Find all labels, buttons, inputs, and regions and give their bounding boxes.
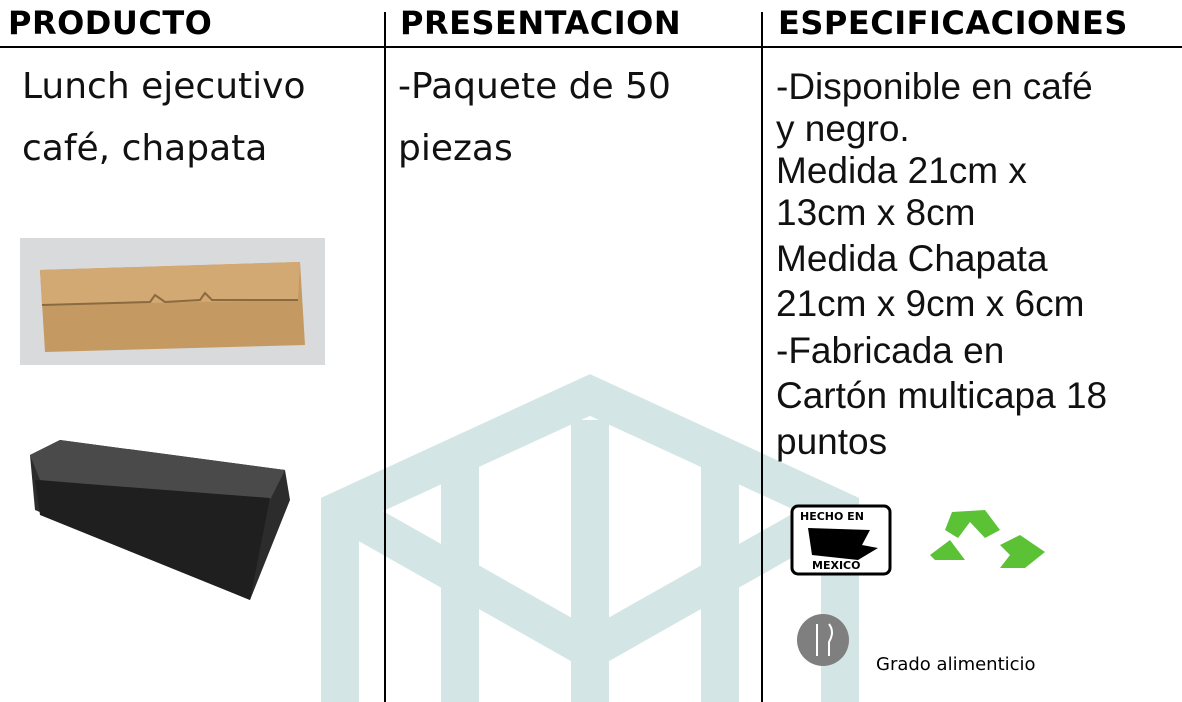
presentation-text: piezas — [398, 128, 513, 169]
column-header: ESPECIFICACIONES — [778, 4, 1128, 42]
spec-line: Cartón multicapa 18 — [776, 375, 1108, 416]
food-grade-icon — [797, 614, 849, 666]
black-box-photo — [30, 440, 290, 600]
spec-line: -Disponible en café — [776, 66, 1093, 107]
product-name: Lunch ejecutivo — [22, 66, 306, 107]
spec-line: 13cm x 8cm — [776, 192, 976, 233]
spec-line: y negro. — [776, 108, 910, 149]
spec-line: -Fabricada en — [776, 330, 1005, 371]
column-header: PRESENTACION — [400, 4, 682, 42]
kraft-box-photo — [20, 238, 325, 365]
column-header: PRODUCTO — [8, 4, 213, 42]
product-name: café, chapata — [22, 128, 268, 169]
spec-line: Medida Chapata — [776, 238, 1048, 279]
spec-line: Medida 21cm x — [776, 150, 1027, 191]
watermark — [321, 374, 859, 702]
made-in-mexico-logo — [790, 504, 892, 576]
spec-line: puntos — [776, 421, 888, 462]
logo-text: MEXICO — [812, 559, 861, 572]
presentation-text: -Paquete de 50 — [398, 66, 671, 107]
spec-line: 21cm x 9cm x 6cm — [776, 283, 1085, 324]
recycle-icon — [930, 510, 1045, 568]
logo-text: HECHO EN — [800, 510, 864, 523]
food-grade-label: Grado alimenticio — [876, 654, 1036, 675]
